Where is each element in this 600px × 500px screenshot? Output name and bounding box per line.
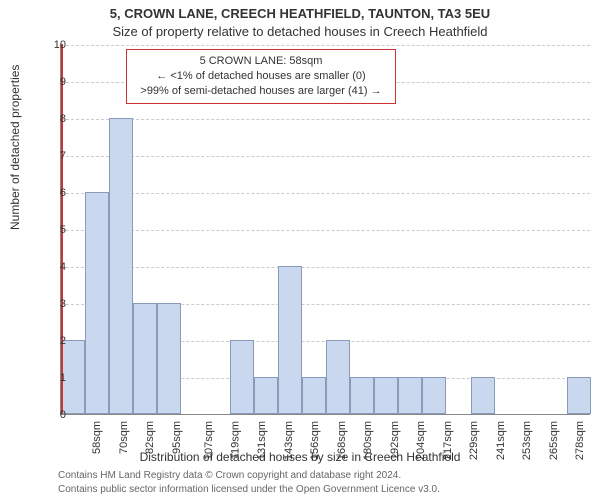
x-tick-label: 95sqm: [171, 421, 183, 454]
y-tick-label: 1: [46, 372, 66, 384]
annotation-line: 5 CROWN LANE: 58sqm: [135, 54, 387, 69]
histogram-bar: [85, 192, 109, 414]
chart-title-address: 5, CROWN LANE, CREECH HEATHFIELD, TAUNTO…: [0, 6, 600, 21]
plot-area: 5 CROWN LANE: 58sqm← <1% of detached hou…: [60, 45, 590, 415]
x-tick-label: 82sqm: [144, 421, 156, 454]
chart-container: 5, CROWN LANE, CREECH HEATHFIELD, TAUNTO…: [0, 0, 600, 500]
x-tick-label: 278sqm: [574, 421, 586, 460]
y-tick-label: 2: [46, 335, 66, 347]
x-tick-label: 143sqm: [283, 421, 295, 460]
x-tick-label: 119sqm: [229, 421, 241, 459]
histogram-bar: [471, 377, 495, 414]
histogram-bar: [422, 377, 446, 414]
annotation-box: 5 CROWN LANE: 58sqm← <1% of detached hou…: [126, 49, 396, 104]
histogram-bar: [254, 377, 278, 414]
gridline: [61, 156, 590, 157]
x-tick-label: 107sqm: [203, 421, 215, 460]
annotation-line: ← <1% of detached houses are smaller (0): [135, 69, 387, 84]
x-tick-label: 204sqm: [415, 421, 427, 460]
y-axis-label: Number of detached properties: [8, 65, 22, 230]
y-tick-label: 8: [46, 113, 66, 125]
histogram-bar: [326, 340, 350, 414]
footer-copyright: Contains HM Land Registry data © Crown c…: [58, 470, 401, 481]
histogram-bar: [230, 340, 254, 414]
histogram-bar: [350, 377, 374, 414]
chart-subtitle: Size of property relative to detached ho…: [0, 24, 600, 39]
x-tick-label: 241sqm: [495, 421, 507, 460]
gridline: [61, 193, 590, 194]
histogram-bar: [567, 377, 591, 414]
x-tick-label: 58sqm: [91, 421, 103, 454]
x-tick-label: 253sqm: [521, 421, 533, 460]
y-tick-label: 5: [46, 224, 66, 236]
y-tick-label: 0: [46, 409, 66, 421]
x-tick-label: 229sqm: [468, 421, 480, 460]
x-tick-label: 180sqm: [362, 421, 374, 460]
histogram-bar: [374, 377, 398, 414]
x-tick-label: 217sqm: [442, 421, 454, 460]
x-tick-label: 168sqm: [336, 421, 348, 460]
footer-licence: Contains public sector information licen…: [58, 484, 440, 495]
x-tick-label: 265sqm: [548, 421, 560, 460]
annotation-line: >99% of semi-detached houses are larger …: [135, 84, 387, 99]
x-tick-label: 156sqm: [309, 421, 321, 460]
histogram-bar: [302, 377, 326, 414]
gridline: [61, 119, 590, 120]
x-axis-caption: Distribution of detached houses by size …: [0, 450, 600, 464]
histogram-bar: [398, 377, 422, 414]
gridline: [61, 45, 590, 46]
histogram-bar: [133, 303, 157, 414]
x-tick-label: 192sqm: [389, 421, 401, 460]
x-tick-label: 131sqm: [256, 421, 268, 460]
y-tick-label: 6: [46, 187, 66, 199]
x-tick-label: 70sqm: [118, 421, 130, 454]
histogram-bar: [157, 303, 181, 414]
y-tick-label: 7: [46, 150, 66, 162]
histogram-bar: [278, 266, 302, 414]
y-tick-label: 4: [46, 261, 66, 273]
y-tick-label: 3: [46, 298, 66, 310]
y-tick-label: 10: [46, 39, 66, 51]
gridline: [61, 230, 590, 231]
y-tick-label: 9: [46, 76, 66, 88]
gridline: [61, 267, 590, 268]
histogram-bar: [109, 118, 133, 414]
